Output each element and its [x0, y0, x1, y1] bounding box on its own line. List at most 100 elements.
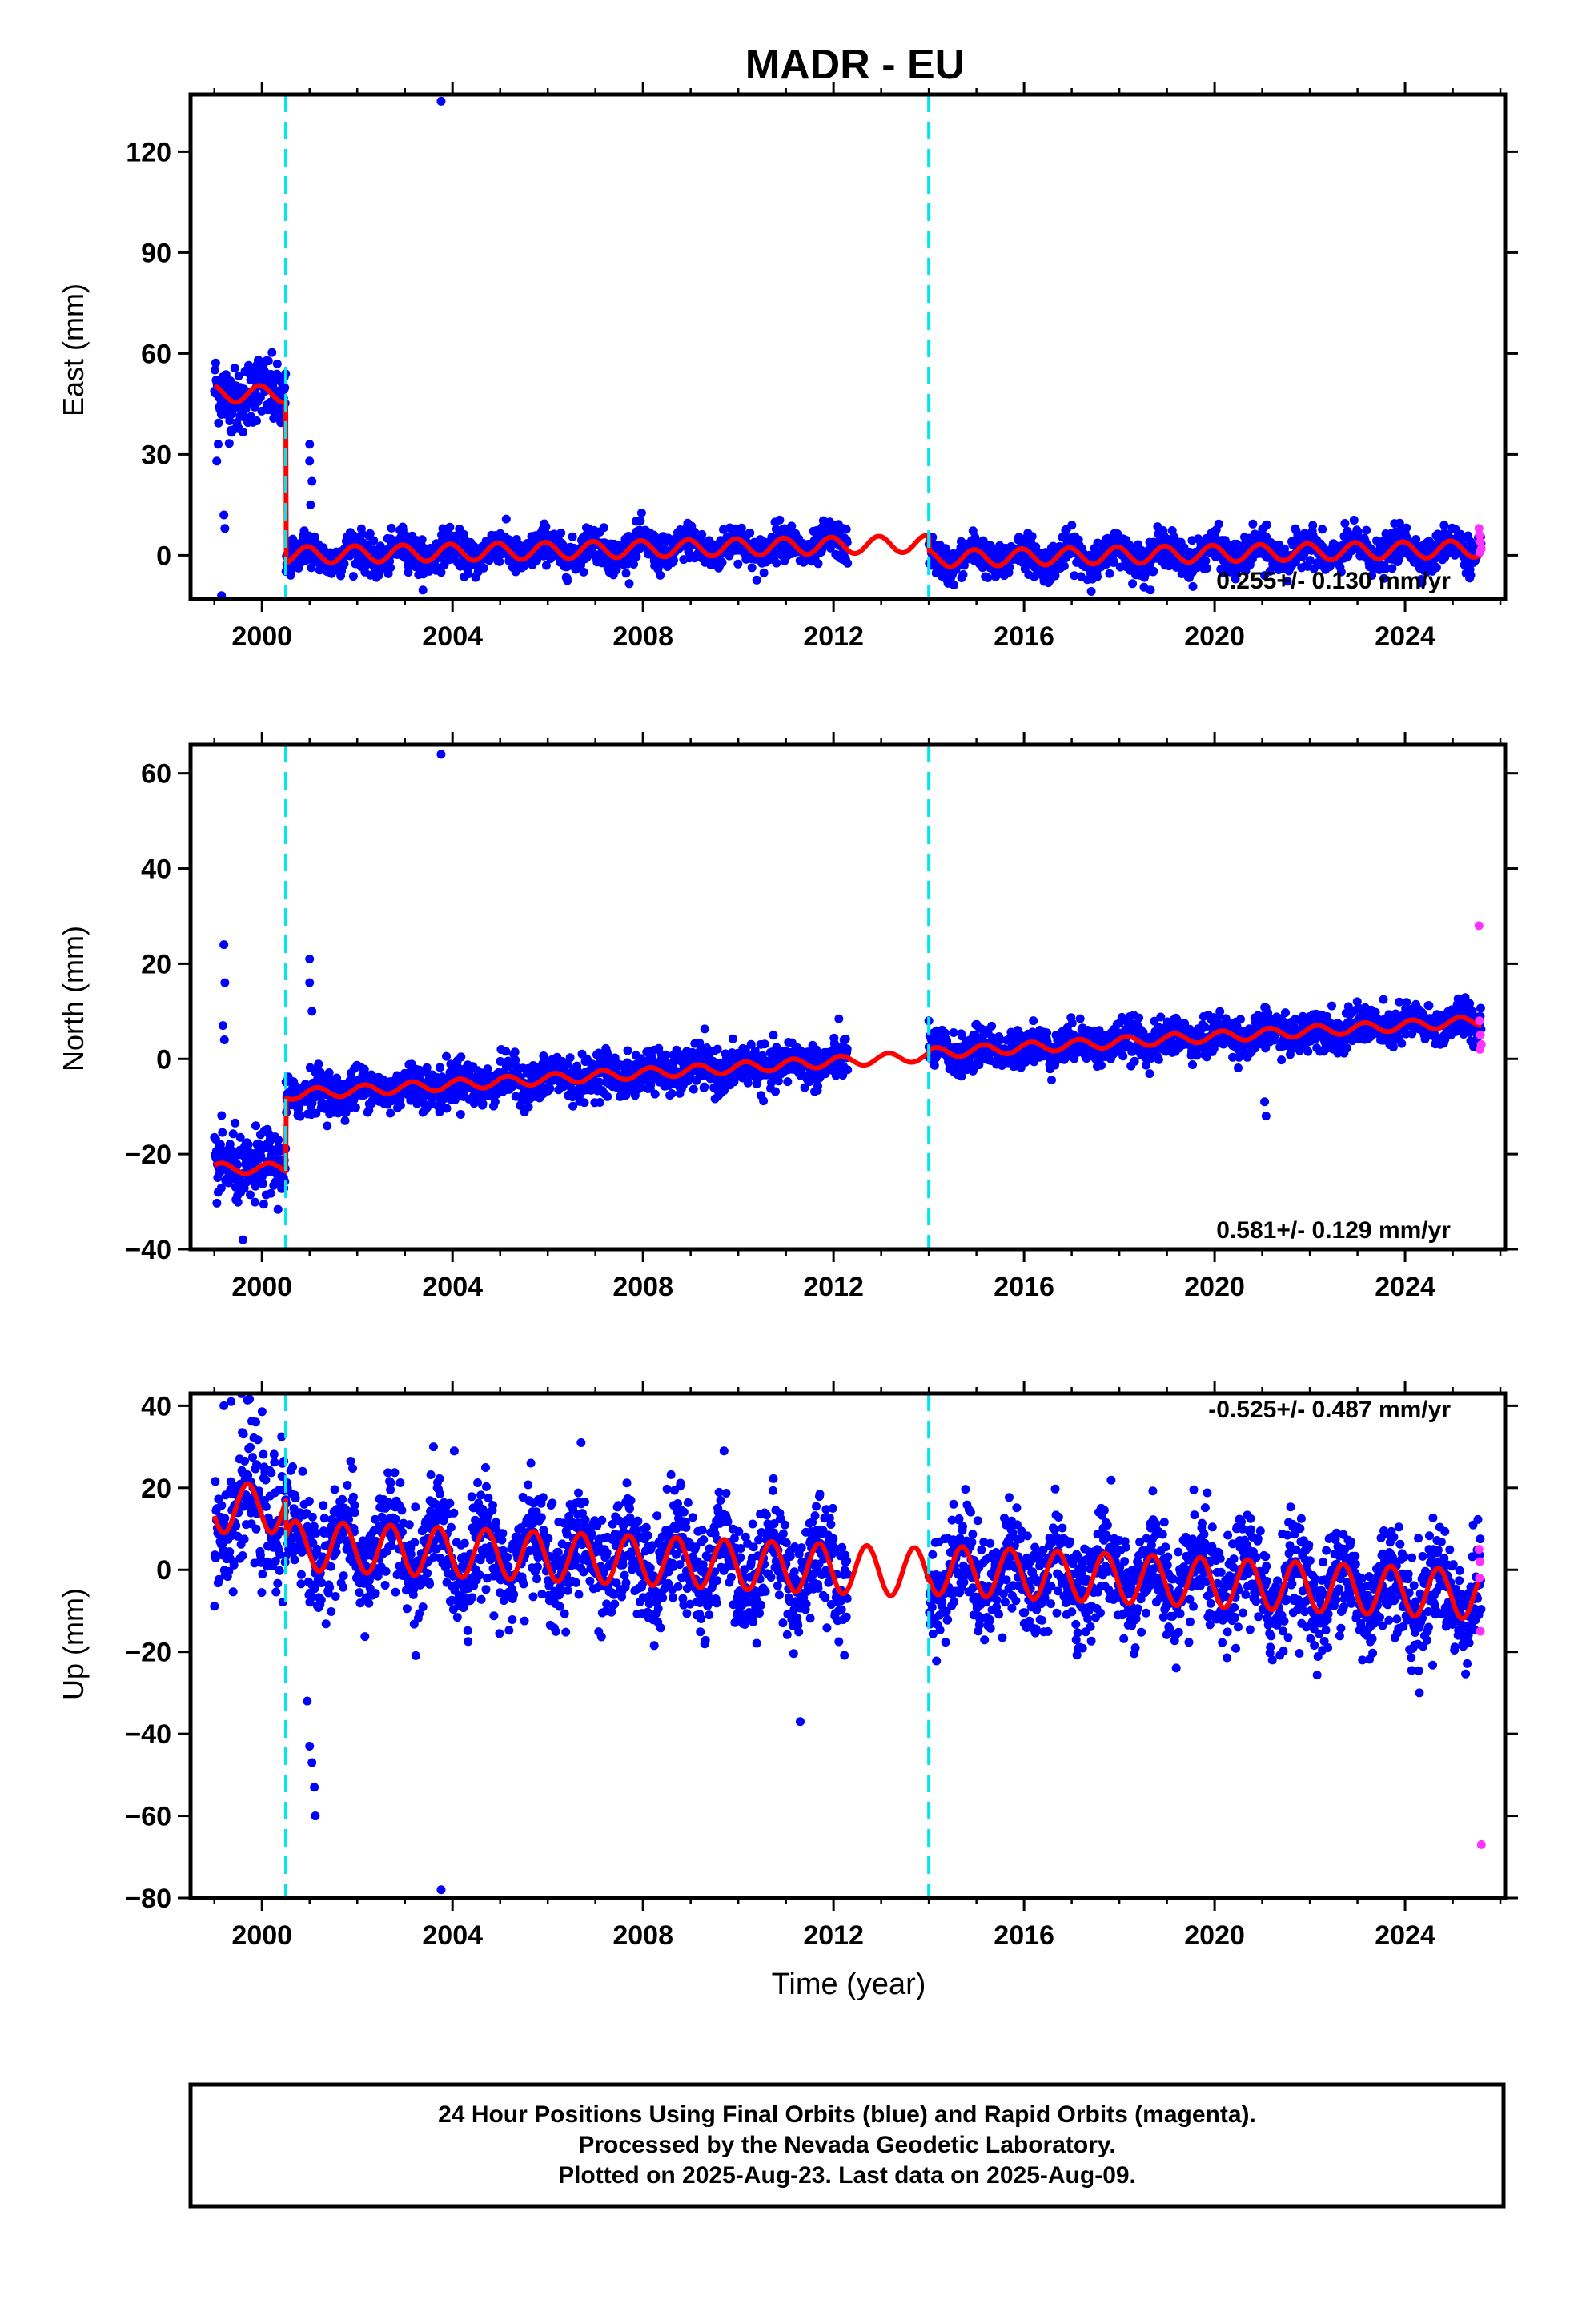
final-orbit-point — [456, 1052, 466, 1062]
final-orbit-point — [340, 1116, 350, 1125]
x-tick-label: 2008 — [612, 621, 673, 652]
final-orbit-point — [1349, 516, 1359, 525]
final-orbit-point — [843, 1065, 853, 1075]
final-orbit-point — [987, 1021, 997, 1031]
final-orbit-point — [217, 1111, 227, 1120]
final-orbit-point — [365, 529, 375, 538]
final-orbit-point — [747, 563, 757, 573]
final-orbit-point — [273, 1204, 283, 1214]
final-orbit-point — [595, 1098, 604, 1107]
final-orbit-point — [1050, 571, 1060, 581]
final-orbit-point — [314, 1059, 323, 1069]
final-orbit-point — [445, 522, 455, 532]
final-orbit-point — [1340, 519, 1350, 528]
east-panel: 2000 2004 2008 2012 2016 2020 20240306090120Ea… — [57, 82, 1518, 652]
final-orbit-point — [272, 359, 282, 368]
y-tick-label: 60 — [141, 339, 171, 369]
final-orbit-point — [231, 1118, 240, 1128]
final-orbit-point — [1248, 519, 1258, 529]
final-orbit-point — [263, 356, 273, 366]
final-orbit-point — [1214, 519, 1223, 529]
final-orbit-point — [772, 558, 781, 568]
final-orbit-point — [436, 1063, 444, 1072]
final-orbit-point — [775, 515, 785, 525]
final-orbit-point — [1318, 525, 1327, 534]
final-orbit-point — [210, 365, 219, 375]
final-orbit-point — [1067, 521, 1077, 530]
final-orbit-point — [386, 1108, 396, 1118]
outlier-point — [212, 456, 222, 466]
x-tick-label: 2024 — [1375, 621, 1435, 652]
final-orbit-point — [700, 1082, 709, 1092]
final-orbit-point — [259, 1200, 268, 1209]
final-orbit-point — [418, 585, 428, 595]
final-orbit-point — [1201, 556, 1211, 565]
final-orbit-point — [1059, 561, 1069, 571]
final-orbit-point — [624, 579, 634, 589]
final-orbit-point — [348, 572, 358, 581]
final-orbit-point — [386, 563, 396, 573]
final-orbit-point — [813, 1081, 822, 1091]
final-orbit-point — [1362, 525, 1371, 535]
final-orbit-point — [478, 1099, 488, 1108]
final-orbit-point — [983, 573, 993, 582]
final-orbit-point — [1188, 581, 1198, 591]
final-orbit-point — [656, 570, 665, 580]
final-orbit-point — [216, 1183, 226, 1192]
final-orbit-point — [580, 1098, 589, 1108]
final-orbit-point — [501, 514, 511, 524]
final-orbit-point — [759, 1096, 769, 1106]
final-orbit-point — [255, 392, 265, 402]
final-orbit-point — [813, 559, 823, 569]
final-orbit-point — [563, 576, 572, 585]
final-orbit-point — [689, 1084, 698, 1094]
final-orbit-point — [1439, 521, 1449, 530]
final-orbit-point — [246, 1190, 255, 1200]
final-orbit-point — [636, 516, 645, 525]
final-orbit-point — [214, 418, 223, 428]
rapid-orbit-point — [1475, 547, 1484, 557]
final-orbit-point — [387, 523, 396, 533]
final-orbit-point — [1308, 521, 1318, 530]
final-orbit-point — [239, 428, 248, 437]
final-orbit-point — [669, 556, 678, 565]
east-rate-label: 0.255+/- 0.130 mm/yr — [1216, 568, 1451, 594]
final-orbit-point — [697, 529, 707, 539]
final-orbit-point — [1005, 563, 1014, 572]
final-orbit-point — [843, 558, 853, 568]
final-orbit-point — [1146, 585, 1155, 595]
final-orbit-point — [417, 535, 427, 545]
final-orbit-point — [700, 1024, 709, 1034]
final-orbit-point — [1029, 1016, 1038, 1026]
final-orbit-point — [396, 1100, 405, 1110]
outlier-point — [306, 500, 315, 509]
final-orbit-point — [234, 371, 243, 380]
final-orbit-point — [743, 1078, 753, 1088]
final-orbit-point — [1262, 520, 1271, 529]
final-orbit-point — [1466, 570, 1476, 580]
final-orbit-point — [728, 1034, 737, 1043]
final-orbit-point — [1402, 523, 1411, 533]
final-orbit-point — [339, 559, 349, 569]
final-orbit-point — [629, 560, 638, 569]
final-orbit-point — [834, 1014, 844, 1023]
final-orbit-point — [579, 567, 588, 577]
final-orbit-point — [930, 1060, 939, 1070]
final-orbit-point — [456, 1110, 465, 1119]
final-orbit-point — [404, 568, 413, 577]
final-orbit-point — [632, 552, 641, 561]
x-tick-label: 2012 — [803, 621, 864, 652]
final-orbit-point — [733, 559, 743, 569]
final-orbit-point — [276, 418, 286, 428]
final-orbit-point — [1027, 532, 1037, 541]
final-orbit-point — [307, 563, 316, 573]
x-tick-label: 2016 — [994, 621, 1054, 652]
final-orbit-point — [510, 1047, 520, 1057]
final-orbit-point — [541, 561, 551, 570]
final-orbit-point — [295, 1112, 305, 1121]
outlier-point — [305, 456, 315, 466]
final-orbit-point — [752, 575, 761, 585]
y-tick-label: 90 — [141, 238, 171, 268]
final-orbit-point — [1411, 535, 1421, 544]
final-orbit-point — [745, 528, 755, 537]
